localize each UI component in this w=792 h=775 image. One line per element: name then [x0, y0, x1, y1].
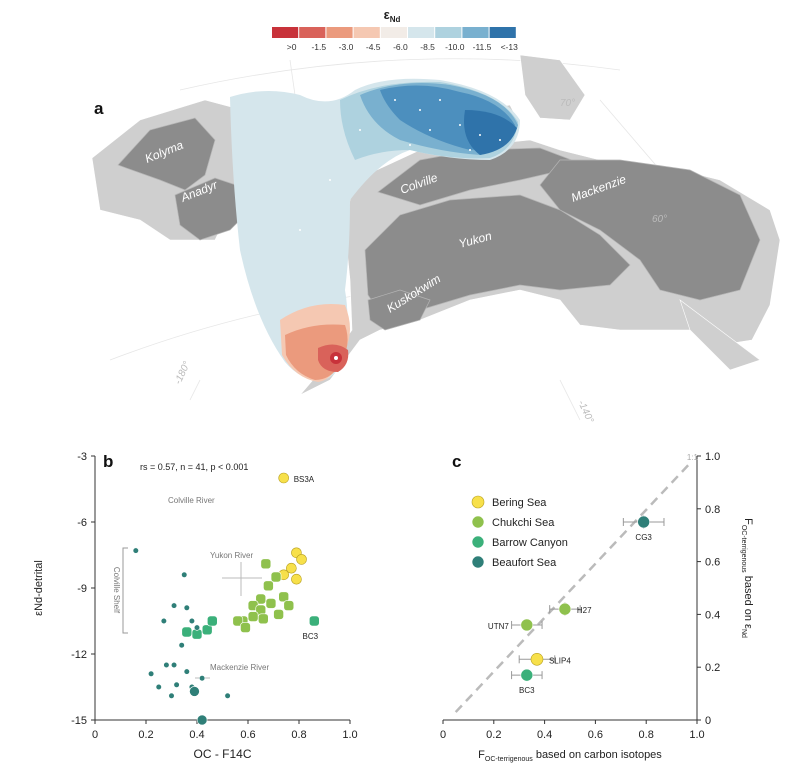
end-interpolation [230, 78, 520, 382]
y-tick-label: -6 [77, 517, 87, 529]
panel-label-c: c [452, 452, 462, 471]
stats-annotation: rs = 0.57, n = 41, p < 0.001 [140, 462, 248, 472]
legend-label: -1.5 [311, 42, 326, 52]
legend-swatch [326, 27, 353, 38]
data-point-bering [291, 573, 302, 585]
data-point-beaufort [132, 547, 139, 554]
lat-label-70: 70° [560, 98, 575, 109]
region-label-colville-shelf: Colville Shelf [112, 567, 121, 614]
map-panel: Kolyma Anadyr Colville Mackenzie Yukon K… [91, 7, 781, 425]
y-tick-label: -12 [71, 649, 87, 661]
y-tick-label: -15 [71, 715, 87, 727]
data-point-beaufort [178, 642, 185, 649]
colville-shelf-bracket [122, 547, 128, 634]
data-point-chukchi [283, 600, 295, 611]
data-point-chukchi [260, 558, 272, 570]
legend-swatch [353, 27, 380, 38]
legend-swatch [408, 27, 435, 38]
data-point-chukchi [257, 613, 269, 625]
y-tick-label: -3 [77, 451, 87, 463]
legend-swatch [435, 27, 462, 38]
data-point-barrow [201, 624, 213, 636]
lat-label-60: 60° [652, 214, 667, 225]
kuskokwim-watershed [367, 289, 431, 331]
data-point-beaufort [163, 661, 170, 669]
data-point-beaufort [181, 571, 188, 578]
data-point-bering [296, 554, 307, 565]
legend-title: εNd [384, 7, 401, 24]
region-label-mackenzie-river: Mackenzie River [210, 663, 269, 672]
x-tick-label: 0 [92, 729, 98, 741]
data-point-beaufort [160, 617, 167, 625]
legend-label: <-13 [501, 42, 519, 52]
data-point-beaufort [189, 686, 200, 697]
data-point-chukchi [270, 571, 282, 583]
kolyma-watershed [117, 117, 216, 191]
data-point-beaufort [183, 604, 190, 611]
legend-label: -8.5 [420, 42, 435, 52]
data-point-chukchi [273, 609, 284, 620]
x-tick-label: 1.0 [342, 729, 357, 741]
x-tick-label: 0.6 [240, 729, 255, 741]
data-point-beaufort [224, 692, 231, 699]
data-point-barrow [308, 615, 320, 627]
legend-label: -10.0 [445, 42, 465, 52]
x-tick-label: 0.2 [138, 729, 153, 741]
data-point-chukchi [232, 615, 244, 627]
data-point-beaufort [193, 624, 201, 631]
region-label-colville-river: Colville River [168, 496, 215, 505]
x-tick-label: 0.4 [189, 729, 204, 741]
legend-label: -6.0 [393, 42, 408, 52]
chart-b-axes: 0 0.2 0.4 0.6 0.8 1.0 -3 -6 -9 -12 -15 OC - F14C εNd… [33, 451, 358, 761]
data-point-beaufort [173, 681, 180, 688]
data-point-chukchi [247, 611, 259, 622]
panel-label-b: b [103, 452, 114, 471]
data-point-bering [278, 472, 290, 484]
data-point-beaufort [199, 675, 206, 682]
data-point-beaufort [148, 670, 155, 677]
data-point-barrow [207, 615, 218, 627]
data-point-beaufort [188, 617, 195, 625]
legend-swatch [489, 27, 516, 38]
x-tick-label: 0.8 [291, 729, 306, 741]
legend-swatch [299, 27, 326, 38]
data-point-bering [286, 562, 297, 574]
y-axis-label: εNd-detrital [33, 560, 45, 616]
legend-swatch [462, 27, 489, 38]
data-point-beaufort [170, 602, 178, 609]
data-point-chukchi [265, 598, 277, 609]
data-point-beaufort [196, 714, 208, 726]
legend-label: -3.0 [339, 42, 354, 52]
data-point-chukchi [240, 622, 251, 633]
region-label-yukon-river: Yukon River [210, 551, 253, 560]
map-legend: εNd >0 -1.5 -3.0 -4.5 -6.0 -8.5 -10.0 -11.5 <-13 [272, 7, 518, 52]
x-axis-label: OC - F14C [193, 747, 251, 761]
data-point-chukchi [255, 593, 267, 605]
watersheds [117, 117, 761, 331]
data-point-beaufort [170, 661, 178, 669]
point-label-bs3a: BS3A [294, 475, 315, 484]
panel-label-a: a [94, 99, 104, 118]
legend-label: -4.5 [366, 42, 381, 52]
data-point-barrow [191, 628, 203, 640]
data-point-beaufort [168, 692, 175, 699]
point-label-bc3: BC3 [303, 632, 319, 641]
legend-label: >0 [287, 42, 297, 52]
data-point-chukchi [263, 580, 274, 592]
legend-swatch [272, 27, 299, 38]
data-point-barrow [181, 626, 193, 638]
data-point-chukchi [278, 591, 290, 603]
chart-b-points [132, 472, 320, 726]
sample-dots [299, 99, 501, 231]
data-point-beaufort [183, 668, 190, 675]
legend-label: -11.5 [473, 42, 492, 52]
legend-swatch [380, 27, 407, 38]
data-point-beaufort [155, 683, 162, 691]
y-tick-label: -9 [77, 583, 87, 595]
